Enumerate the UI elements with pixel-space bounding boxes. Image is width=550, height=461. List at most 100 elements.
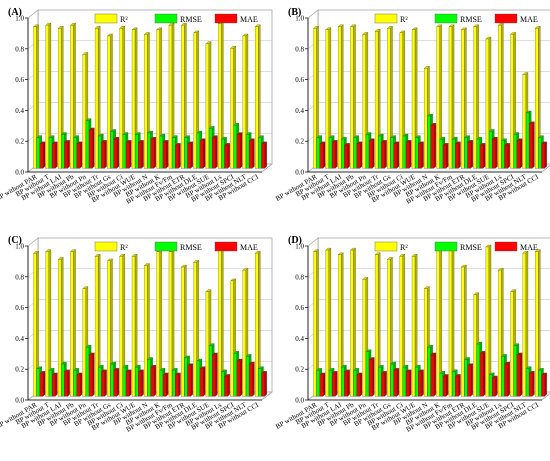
bar-side bbox=[408, 139, 412, 169]
bar-mae-7 bbox=[393, 367, 400, 397]
bar-side bbox=[458, 374, 461, 397]
bar-front bbox=[150, 367, 154, 397]
bar-front bbox=[162, 142, 167, 169]
bar-front bbox=[94, 28, 99, 169]
bar-front bbox=[374, 31, 379, 169]
bar-mae-6 bbox=[381, 139, 387, 169]
bar-front bbox=[332, 142, 336, 169]
bar-front bbox=[488, 131, 493, 169]
bar-front bbox=[430, 125, 434, 169]
bar-front bbox=[82, 288, 86, 397]
bar-mae-15 bbox=[211, 352, 218, 397]
bar-front bbox=[381, 373, 385, 397]
bar-side bbox=[421, 141, 424, 169]
bar-front bbox=[98, 367, 102, 397]
bar-front bbox=[513, 134, 517, 169]
bar-mae-10 bbox=[430, 122, 437, 169]
bar-front bbox=[448, 249, 453, 397]
bar-front bbox=[464, 359, 468, 397]
bar-side bbox=[495, 375, 498, 397]
bar-front bbox=[45, 251, 49, 397]
bar-mae-1 bbox=[39, 371, 46, 397]
bar-mae-18 bbox=[528, 371, 535, 397]
bar-front bbox=[328, 370, 333, 397]
y-tick-label: 0.2 bbox=[15, 366, 24, 374]
bar-mae-7 bbox=[113, 367, 120, 397]
bar-front bbox=[316, 137, 320, 169]
bar-front bbox=[455, 376, 459, 397]
bar-front bbox=[439, 139, 443, 169]
bar-side bbox=[190, 141, 193, 169]
bar-front bbox=[510, 34, 514, 169]
bar-front bbox=[319, 374, 323, 397]
bar-r2-1 bbox=[313, 25, 319, 169]
bar-side bbox=[335, 139, 338, 169]
bar-mae-3 bbox=[64, 369, 71, 397]
bar-front bbox=[89, 129, 93, 169]
gridline-side bbox=[307, 237, 319, 247]
bar-mae-11 bbox=[442, 374, 449, 397]
bar-side bbox=[141, 369, 144, 397]
bar-side bbox=[396, 141, 400, 169]
bar-front bbox=[181, 25, 185, 169]
y-tick-label: 0.0 bbox=[295, 397, 304, 405]
y-tick-label: 0.6 bbox=[15, 304, 24, 312]
y-tick-label: 0.6 bbox=[295, 304, 304, 312]
bar-front bbox=[393, 143, 397, 169]
bar-side bbox=[202, 138, 206, 169]
legend-swatch-2 bbox=[154, 13, 178, 24]
bar-side bbox=[519, 138, 523, 169]
bar-front bbox=[150, 139, 154, 169]
bar-side bbox=[396, 367, 400, 397]
bar-mae-11 bbox=[162, 139, 169, 169]
bar-mae-12 bbox=[455, 141, 461, 169]
bar-front bbox=[73, 370, 77, 397]
legend-label-2: RMSE bbox=[180, 15, 202, 24]
y-tick-label: 0.2 bbox=[15, 138, 24, 146]
bar-front bbox=[522, 253, 526, 397]
bar-front bbox=[390, 363, 394, 397]
bar-front bbox=[187, 365, 191, 397]
bar-side bbox=[104, 369, 107, 397]
bar-front bbox=[131, 256, 136, 397]
bar-front bbox=[230, 280, 234, 397]
bar-front bbox=[362, 34, 366, 169]
bar-front bbox=[467, 365, 471, 397]
y-tick-label: 0.2 bbox=[295, 366, 304, 374]
legend-swatch-3 bbox=[494, 13, 518, 24]
bar-side bbox=[264, 371, 267, 397]
bar-side bbox=[178, 372, 181, 397]
bar-side bbox=[79, 372, 83, 397]
bar-front bbox=[513, 345, 517, 397]
bar-front bbox=[452, 371, 456, 397]
bar-mae-5 bbox=[88, 352, 95, 397]
bar-front bbox=[73, 137, 77, 169]
bar-mae-12 bbox=[175, 143, 181, 169]
y-tick-label: 1.0 bbox=[295, 15, 304, 23]
bar-mae-3 bbox=[64, 139, 71, 169]
bar-front bbox=[255, 26, 259, 169]
bar-front bbox=[147, 359, 151, 397]
bar-front bbox=[261, 143, 265, 169]
bar-front bbox=[405, 142, 410, 169]
bar-front bbox=[125, 371, 130, 397]
bar-side bbox=[421, 369, 424, 397]
bar-side bbox=[519, 352, 523, 397]
bar-front bbox=[221, 371, 225, 397]
y-tick-label: 0.4 bbox=[15, 107, 24, 115]
legend-label-2: RMSE bbox=[460, 15, 482, 24]
bar-side bbox=[67, 369, 70, 397]
bar-front bbox=[356, 374, 360, 397]
legend-swatch-2 bbox=[434, 241, 458, 252]
bar-front bbox=[332, 373, 336, 397]
bar-front bbox=[76, 374, 80, 397]
bar-side bbox=[322, 372, 326, 397]
bar-front bbox=[492, 139, 496, 169]
bar-side bbox=[507, 143, 510, 169]
bar-front bbox=[501, 140, 505, 169]
y-tick-label: 0.8 bbox=[15, 45, 24, 53]
bar-front bbox=[402, 367, 406, 397]
bar-side bbox=[91, 127, 95, 169]
